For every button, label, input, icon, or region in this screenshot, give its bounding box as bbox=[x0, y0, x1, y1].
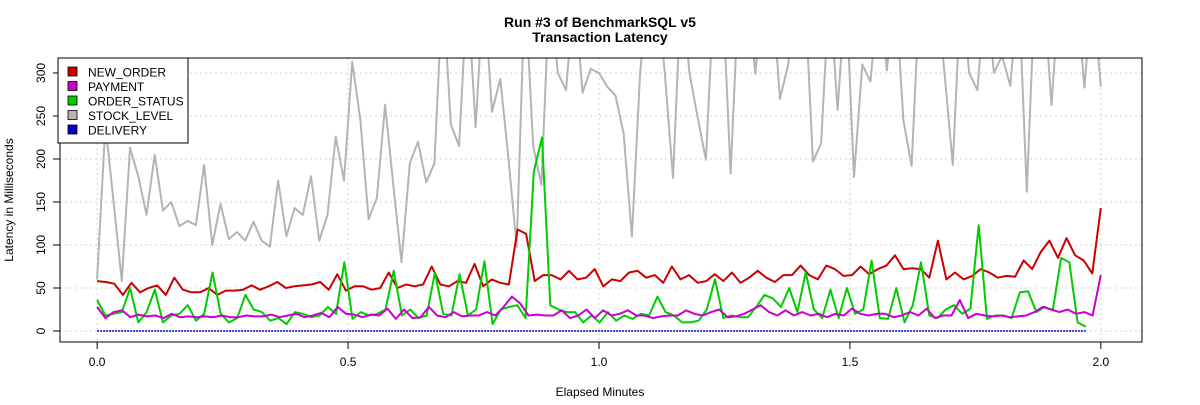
legend-label: ORDER_STATUS bbox=[88, 95, 184, 109]
y-axis-label: Latency in Milliseconds bbox=[2, 138, 16, 261]
y-tick-label: 0 bbox=[34, 327, 48, 334]
legend-label: NEW_ORDER bbox=[88, 66, 166, 80]
y-tick-label: 200 bbox=[34, 149, 48, 169]
y-tick-label: 100 bbox=[34, 235, 48, 255]
x-tick-label: 1.5 bbox=[842, 355, 859, 369]
y-tick-label: 150 bbox=[34, 192, 48, 212]
legend-swatch bbox=[67, 95, 78, 106]
x-tick-label: 0.5 bbox=[340, 355, 357, 369]
x-tick-label: 0.0 bbox=[89, 355, 106, 369]
y-axis: 0 50 100 150 200 250 300 bbox=[34, 63, 60, 334]
legend: NEW_ORDERPAYMENTORDER_STATUSSTOCK_LEVELD… bbox=[57, 57, 189, 144]
y-tick-label: 50 bbox=[34, 281, 48, 295]
legend-label: STOCK_LEVEL bbox=[88, 109, 173, 123]
y-tick-label: 300 bbox=[34, 63, 48, 83]
legend-box bbox=[57, 57, 189, 144]
legend-swatch bbox=[67, 66, 78, 77]
grid bbox=[60, 58, 1142, 342]
x-axis-label: Elapsed Minutes bbox=[556, 385, 645, 399]
series-lines bbox=[96, 58, 1102, 332]
series-line-order-status bbox=[96, 136, 1087, 328]
x-tick-label: 2.0 bbox=[1093, 355, 1110, 369]
series-line-payment bbox=[96, 274, 1102, 320]
legend-swatch bbox=[67, 110, 78, 120]
plot-frame bbox=[59, 57, 1143, 343]
chart-subtitle: Transaction Latency bbox=[532, 29, 668, 45]
legend-swatch bbox=[67, 124, 78, 135]
legend-label: DELIVERY bbox=[88, 124, 147, 138]
series-line-new-order bbox=[96, 207, 1102, 296]
y-tick-label: 250 bbox=[34, 106, 48, 126]
legend-label: PAYMENT bbox=[88, 80, 145, 94]
x-axis: 0.0 0.5 1.0 1.5 2.0 bbox=[89, 341, 1110, 369]
legend-swatch bbox=[67, 81, 78, 91]
x-tick-label: 1.0 bbox=[591, 355, 608, 369]
series-line-stock-level bbox=[96, 58, 1102, 283]
chart-title: Run #3 of BenchmarkSQL v5 bbox=[504, 14, 696, 30]
